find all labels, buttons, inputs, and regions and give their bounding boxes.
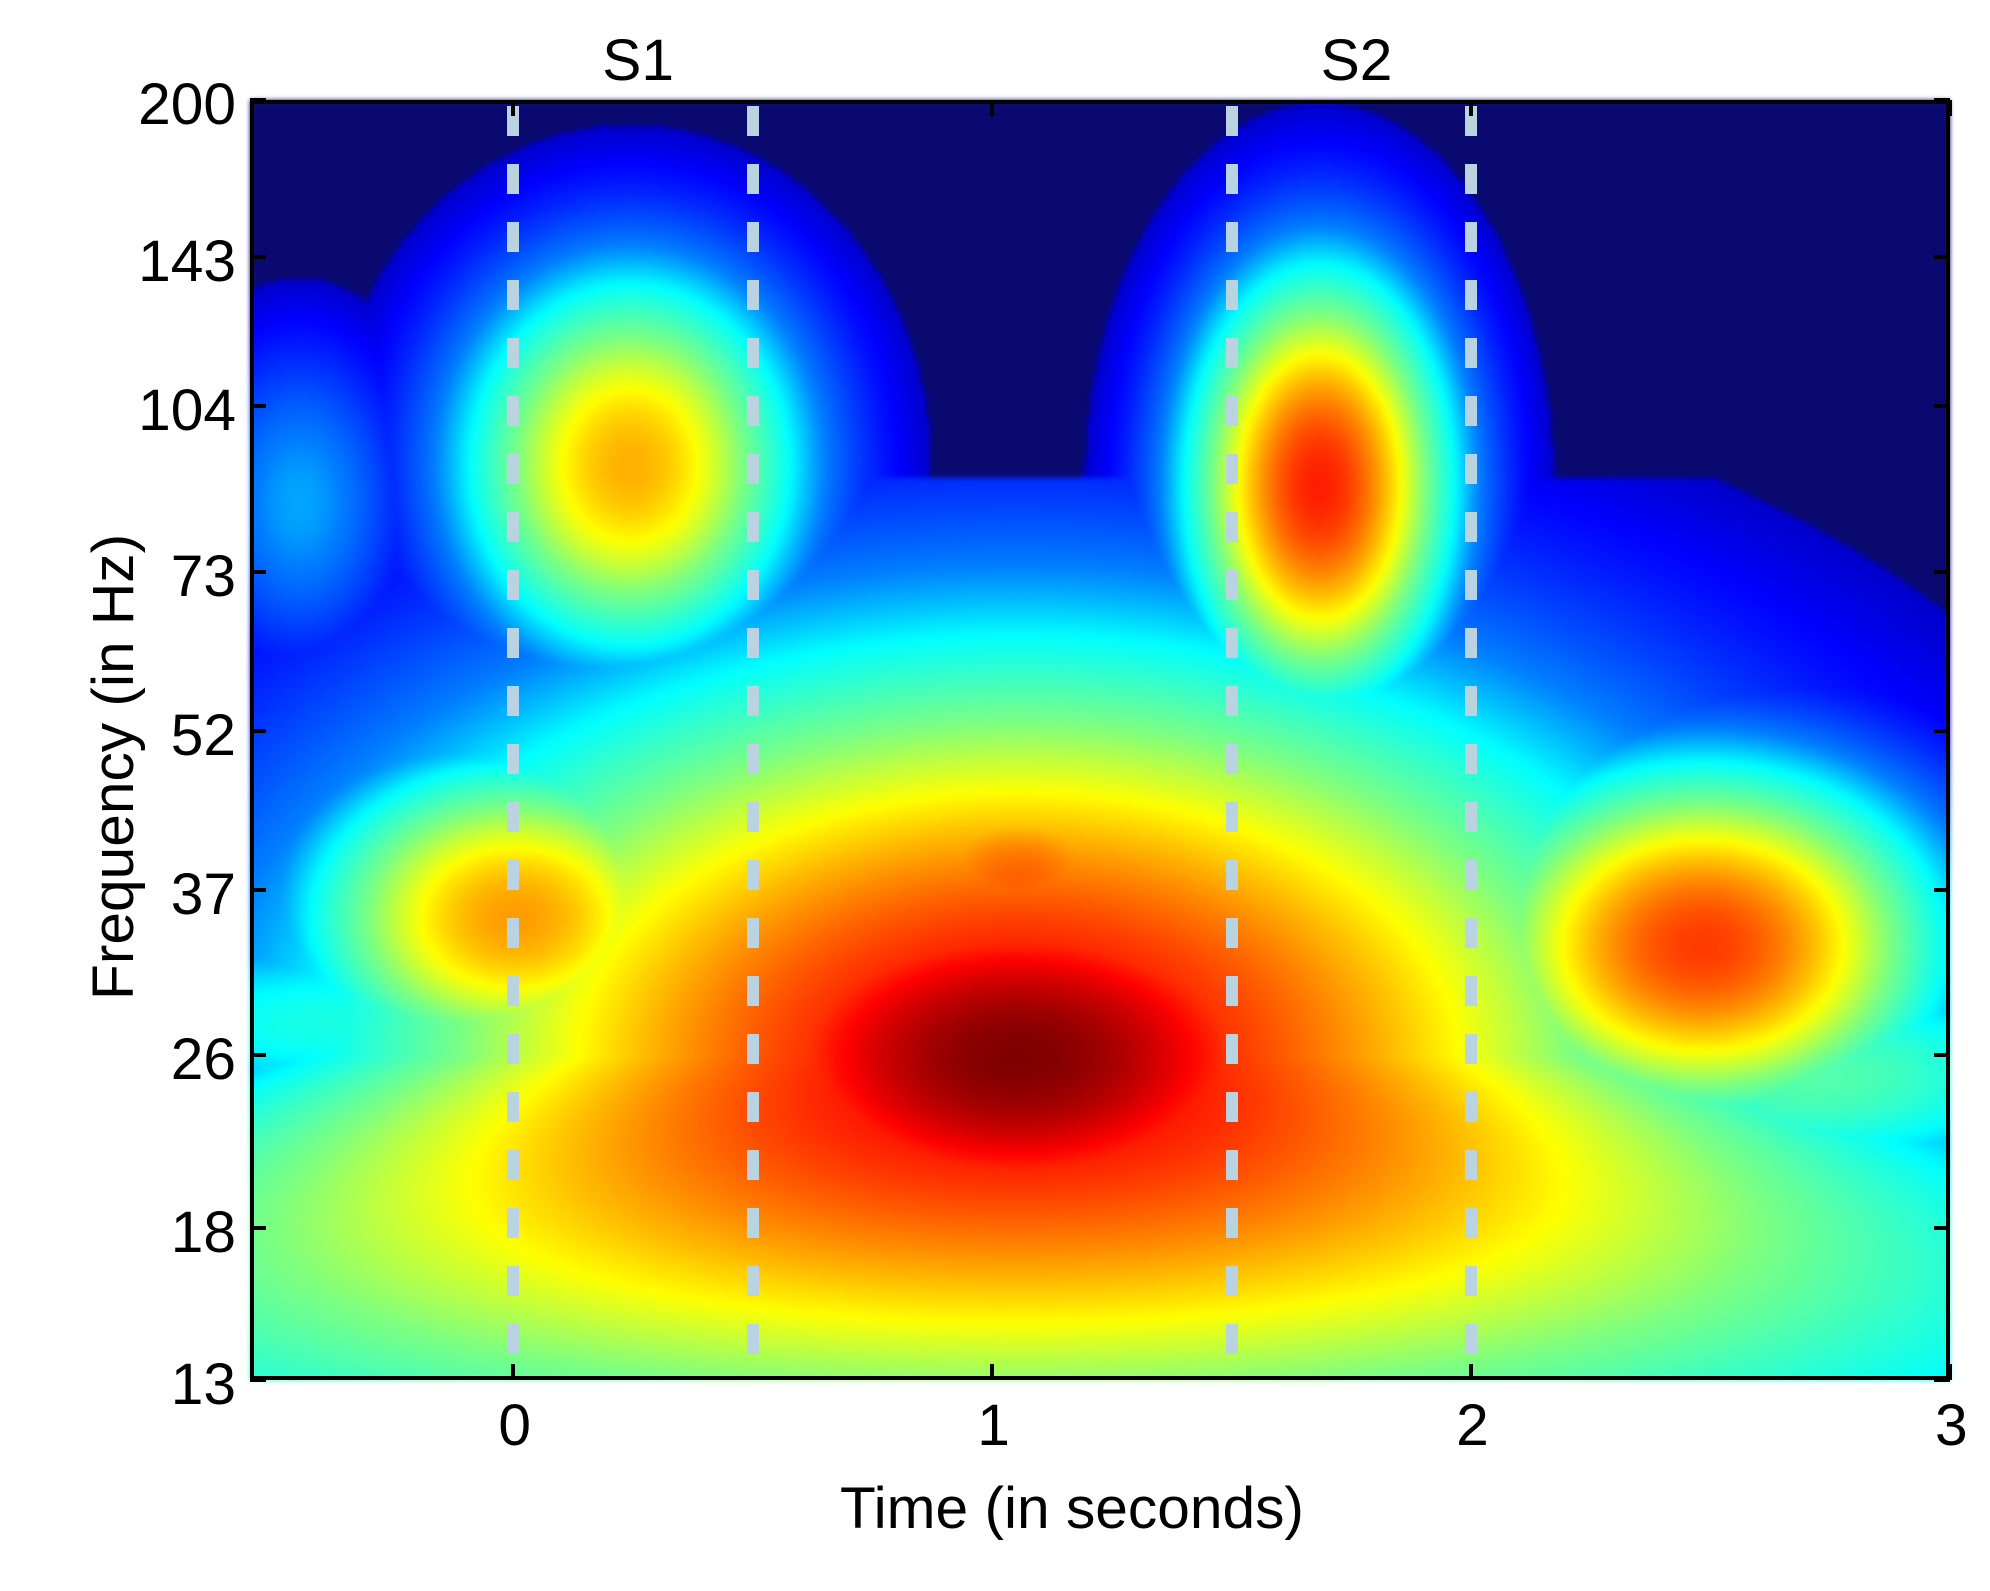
x-tick-mark xyxy=(511,1364,515,1380)
y-tick-mark xyxy=(250,729,266,733)
spectrogram-figure: 13 18 26 37 52 73 104 143 200 0 1 2 3 Time (in seco… xyxy=(0,0,1990,1591)
y-tick-label: 104 xyxy=(138,377,236,444)
event-marker-line xyxy=(1465,100,1477,1380)
event-marker-line xyxy=(507,100,519,1380)
y-tick-mark xyxy=(250,570,266,574)
y-tick-mark xyxy=(1934,570,1950,574)
y-tick-mark xyxy=(1934,1226,1950,1230)
x-tick-label: 0 xyxy=(498,1392,531,1459)
y-tick-mark xyxy=(1934,255,1950,259)
event-marker-lines xyxy=(250,100,1950,1380)
event-marker-line xyxy=(1226,100,1238,1380)
x-axis-label: Time (in seconds) xyxy=(840,1475,1304,1542)
y-tick-mark xyxy=(1934,404,1950,408)
y-tick-label: 13 xyxy=(171,1351,236,1418)
y-tick-mark xyxy=(250,1378,266,1382)
y-tick-mark xyxy=(1934,888,1950,892)
y-tick-label: 37 xyxy=(171,861,236,928)
x-tick-mark xyxy=(990,100,994,116)
plot-area xyxy=(250,100,1950,1380)
y-tick-label: 200 xyxy=(138,71,236,138)
y-tick-mark xyxy=(250,255,266,259)
x-tick-label: 2 xyxy=(1456,1392,1489,1459)
y-tick-mark xyxy=(250,98,266,102)
y-tick-label: 73 xyxy=(171,543,236,610)
x-tick-mark xyxy=(511,100,515,116)
x-tick-mark xyxy=(1948,100,1952,116)
x-tick-mark xyxy=(1469,100,1473,116)
y-tick-label: 26 xyxy=(171,1026,236,1093)
y-tick-label: 52 xyxy=(171,702,236,769)
y-tick-label: 143 xyxy=(138,228,236,295)
x-tick-mark xyxy=(1469,1364,1473,1380)
x-tick-mark xyxy=(1948,1364,1952,1380)
event-marker-line xyxy=(747,100,759,1380)
y-tick-mark xyxy=(250,404,266,408)
x-tick-label: 3 xyxy=(1935,1392,1968,1459)
interval-annotation: S2 xyxy=(1321,27,1393,94)
x-tick-mark xyxy=(990,1364,994,1380)
y-axis-label: Frequency (in Hz) xyxy=(80,534,147,1000)
y-tick-mark xyxy=(250,1226,266,1230)
y-tick-mark xyxy=(250,888,266,892)
y-tick-mark xyxy=(250,1053,266,1057)
y-tick-mark xyxy=(1934,1053,1950,1057)
y-tick-mark xyxy=(1934,729,1950,733)
x-tick-label: 1 xyxy=(977,1392,1010,1459)
y-tick-label: 18 xyxy=(171,1199,236,1266)
interval-annotation: S1 xyxy=(602,27,674,94)
